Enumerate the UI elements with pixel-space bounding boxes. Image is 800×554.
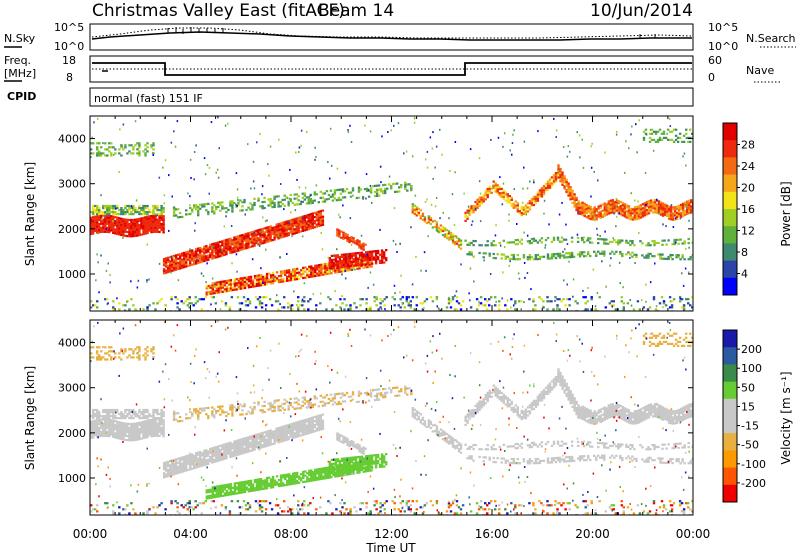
nsky-line — [91, 31, 692, 41]
nsky-label: N.Sky — [4, 32, 36, 45]
beam-label: Beam 14 — [318, 1, 394, 21]
colorbar-tick-label: 16 — [741, 203, 755, 216]
time-tick-label: 12:00 — [374, 527, 409, 541]
colorbar-tick-label: 100 — [741, 362, 762, 375]
nave-tick-bottom: 0 — [708, 71, 715, 84]
colorbar-swatch — [723, 467, 737, 486]
power-colorbar-label: Power [dB] — [779, 181, 793, 246]
colorbar-tick-label: 200 — [741, 343, 762, 356]
time-axis-label: Time UT — [365, 541, 416, 554]
cpid-value: normal (fast) 151 IF — [94, 92, 203, 105]
velocity-colorbar-label: Velocity [m s⁻¹] — [779, 371, 793, 464]
nsearch-label: N.Search — [746, 32, 796, 45]
colorbar-swatch — [723, 277, 737, 296]
noise-tick-bottom-right: 10^0 — [708, 40, 738, 53]
colorbar-swatch — [723, 347, 737, 365]
noise-tick-top-left: 10^5 — [54, 21, 84, 34]
time-tick-label: 20:00 — [575, 527, 610, 541]
time-tick-label: 00:00 — [676, 527, 711, 541]
colorbar-tick-label: -15 — [741, 420, 759, 433]
cpid-label: CPID — [7, 90, 36, 103]
freq-label: Freq. — [4, 54, 31, 67]
range-tick-label: 4000 — [58, 337, 86, 350]
colorbar-swatch — [723, 174, 737, 193]
colorbar-swatch — [723, 226, 737, 244]
freq-tick-bottom: 8 — [66, 71, 73, 84]
range-tick-label: 4000 — [58, 133, 86, 146]
time-tick-label: 08:00 — [274, 527, 309, 541]
colorbar-swatch — [723, 398, 737, 417]
range-tick-label: 3000 — [58, 178, 86, 191]
nave-tick-top: 60 — [708, 54, 722, 67]
colorbar-tick-label: -200 — [741, 477, 766, 490]
date-label: 10/Jun/2014 — [590, 1, 693, 21]
colorbar-tick-label: 12 — [741, 225, 755, 238]
colorbar-swatch — [723, 260, 737, 279]
nave-label: Nave — [746, 64, 774, 77]
noise-tick-top-right: 10^5 — [708, 21, 738, 34]
power-colorbar: 4 8 12 16 20 24 28 — [722, 122, 755, 296]
velocity-ylabel: Slant Range [km] — [23, 366, 37, 470]
colorbar-swatch — [723, 450, 737, 469]
colorbar-tick-label: 15 — [741, 400, 755, 413]
range-tick-label: 1000 — [58, 268, 86, 281]
colorbar-swatch — [723, 157, 737, 176]
noise-panel: N.Sky 10^5 10^0 10^5 10^0 N.Search — [4, 21, 796, 53]
range-tick-label: 2000 — [58, 427, 86, 440]
colorbar-swatch — [723, 140, 737, 158]
time-tick-label: 04:00 — [173, 527, 208, 541]
freq-tick-top: 18 — [62, 54, 76, 67]
station-title: Christmas Valley East (fitACF) — [92, 1, 345, 21]
colorbar-tick-label: 24 — [741, 160, 755, 173]
velocity-echo-map — [90, 320, 693, 515]
colorbar-swatch — [723, 123, 737, 141]
time-tick-label: 16:00 — [475, 527, 510, 541]
noise-spikes — [167, 27, 656, 38]
colorbar-tick-label: -50 — [741, 439, 759, 452]
range-tick-label: 2000 — [58, 223, 86, 236]
colorbar-swatch — [723, 381, 737, 400]
colorbar-tick-label: 4 — [741, 268, 748, 281]
freq-panel: Freq. [MHz] 18 8 60 0 Nave — [4, 54, 782, 84]
power-echo-map — [90, 116, 693, 311]
velocity-colorbar: 200 100 50 15 -15 -50 -100 -200 — [722, 329, 766, 503]
colorbar-swatch — [723, 209, 737, 227]
freq-line — [92, 62, 692, 76]
power-panel: Slant Range [km] 1000 2000 3000 4000 4 8 12 16… — [23, 115, 793, 312]
colorbar-tick-label: 20 — [741, 182, 755, 195]
colorbar-tick-label: -100 — [741, 458, 766, 471]
colorbar-tick-label: 8 — [741, 246, 748, 259]
colorbar-tick-label: 50 — [741, 381, 755, 394]
colorbar-swatch — [723, 330, 737, 348]
power-ylabel: Slant Range [km] — [23, 162, 37, 266]
time-axis: 00:00 04:00 08:00 12:00 16:00 20:00 00:00 — [73, 527, 711, 541]
range-tick-label: 1000 — [58, 472, 86, 485]
velocity-panel: Slant Range [km] 1000 2000 3000 4000 200 100… — [23, 319, 793, 516]
colorbar-tick-label: 28 — [741, 139, 755, 152]
colorbar-swatch — [723, 416, 737, 434]
colorbar-swatch — [723, 191, 737, 210]
colorbar-swatch — [723, 364, 737, 383]
colorbar-swatch — [723, 433, 737, 451]
noise-tick-bottom-left: 10^0 — [54, 40, 84, 53]
time-tick-label: 00:00 — [73, 527, 108, 541]
colorbar-swatch — [723, 484, 737, 503]
colorbar-swatch — [723, 243, 737, 262]
range-tick-label: 3000 — [58, 382, 86, 395]
freq-unit: [MHz] — [4, 67, 36, 80]
